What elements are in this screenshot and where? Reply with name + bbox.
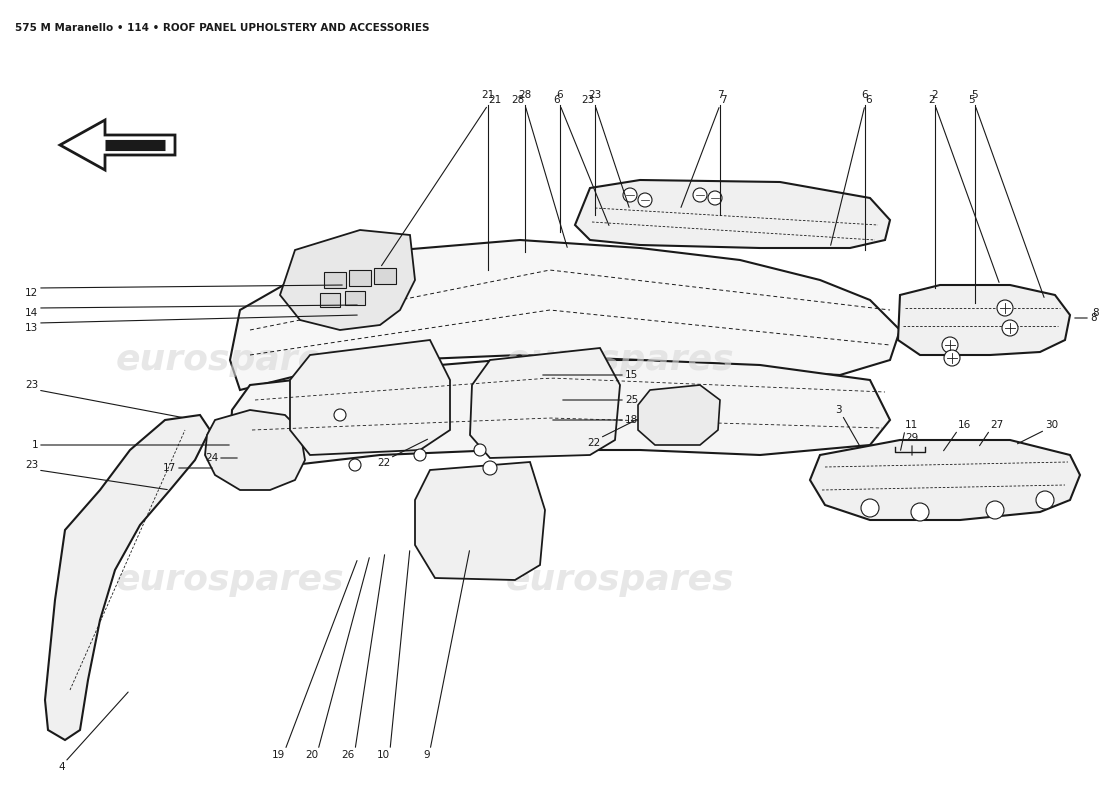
Text: 575 M Maranello • 114 • ROOF PANEL UPHOLSTERY AND ACCESSORIES: 575 M Maranello • 114 • ROOF PANEL UPHOL… xyxy=(15,23,429,33)
FancyBboxPatch shape xyxy=(324,272,346,288)
Text: 25: 25 xyxy=(625,395,638,405)
Polygon shape xyxy=(60,120,175,170)
Circle shape xyxy=(693,188,707,202)
Text: 23: 23 xyxy=(24,380,38,390)
Text: 6: 6 xyxy=(553,95,560,105)
FancyBboxPatch shape xyxy=(374,268,396,284)
Text: 23: 23 xyxy=(24,460,38,470)
Text: 6: 6 xyxy=(557,90,563,100)
Text: 23: 23 xyxy=(582,95,595,105)
Text: 27: 27 xyxy=(990,420,1003,430)
Text: 20: 20 xyxy=(305,750,318,760)
Text: 22: 22 xyxy=(586,438,600,448)
Circle shape xyxy=(638,193,652,207)
Text: 15: 15 xyxy=(625,370,638,380)
Circle shape xyxy=(414,449,426,461)
Text: 24: 24 xyxy=(205,453,218,463)
Text: 18: 18 xyxy=(625,415,638,425)
Text: 3: 3 xyxy=(835,405,842,415)
Text: 7: 7 xyxy=(717,90,724,100)
Text: 21: 21 xyxy=(482,90,495,100)
Polygon shape xyxy=(45,415,210,740)
Text: 2: 2 xyxy=(928,95,935,105)
Text: eurospares: eurospares xyxy=(116,343,344,377)
Circle shape xyxy=(861,499,879,517)
Text: 26: 26 xyxy=(342,750,355,760)
Text: 9: 9 xyxy=(424,750,430,760)
Circle shape xyxy=(334,409,346,421)
Circle shape xyxy=(911,503,930,521)
Text: 30: 30 xyxy=(1045,420,1058,430)
Circle shape xyxy=(942,337,958,353)
Polygon shape xyxy=(230,360,890,470)
Polygon shape xyxy=(230,240,900,390)
Text: 6: 6 xyxy=(861,90,868,100)
Circle shape xyxy=(623,188,637,202)
Text: 4: 4 xyxy=(58,762,65,772)
Text: 22: 22 xyxy=(376,458,390,468)
Text: 12: 12 xyxy=(24,288,38,298)
Circle shape xyxy=(1002,320,1018,336)
Text: 28: 28 xyxy=(512,95,525,105)
Polygon shape xyxy=(470,348,620,458)
Polygon shape xyxy=(810,440,1080,520)
Polygon shape xyxy=(898,285,1070,355)
Text: 29: 29 xyxy=(905,433,918,443)
Text: 5: 5 xyxy=(968,95,975,105)
Polygon shape xyxy=(415,462,544,580)
Polygon shape xyxy=(638,385,721,445)
Circle shape xyxy=(474,444,486,456)
Text: 2: 2 xyxy=(932,90,938,100)
Text: 13: 13 xyxy=(24,323,38,333)
Polygon shape xyxy=(280,230,415,330)
Text: 8: 8 xyxy=(1090,313,1097,323)
Text: 8: 8 xyxy=(1092,308,1099,318)
Text: eurospares: eurospares xyxy=(506,563,735,597)
Polygon shape xyxy=(205,410,305,490)
Circle shape xyxy=(483,461,497,475)
Polygon shape xyxy=(575,180,890,248)
FancyBboxPatch shape xyxy=(345,291,365,305)
Text: 1: 1 xyxy=(32,440,39,450)
Text: eurospares: eurospares xyxy=(506,343,735,377)
Text: 14: 14 xyxy=(24,308,38,318)
FancyBboxPatch shape xyxy=(349,270,371,286)
Text: 7: 7 xyxy=(720,95,727,105)
Circle shape xyxy=(944,350,960,366)
Text: 19: 19 xyxy=(272,750,285,760)
Circle shape xyxy=(986,501,1004,519)
Text: 6: 6 xyxy=(865,95,871,105)
Text: 16: 16 xyxy=(958,420,971,430)
Text: 10: 10 xyxy=(377,750,390,760)
FancyBboxPatch shape xyxy=(320,293,340,307)
Circle shape xyxy=(349,459,361,471)
Text: 23: 23 xyxy=(588,90,602,100)
Circle shape xyxy=(997,300,1013,316)
Text: 5: 5 xyxy=(971,90,978,100)
Circle shape xyxy=(708,191,722,205)
Text: 11: 11 xyxy=(905,420,918,430)
Text: 28: 28 xyxy=(518,90,531,100)
Text: eurospares: eurospares xyxy=(116,563,344,597)
Polygon shape xyxy=(290,340,450,455)
Text: 21: 21 xyxy=(488,95,502,105)
Text: 17: 17 xyxy=(163,463,176,473)
Circle shape xyxy=(1036,491,1054,509)
